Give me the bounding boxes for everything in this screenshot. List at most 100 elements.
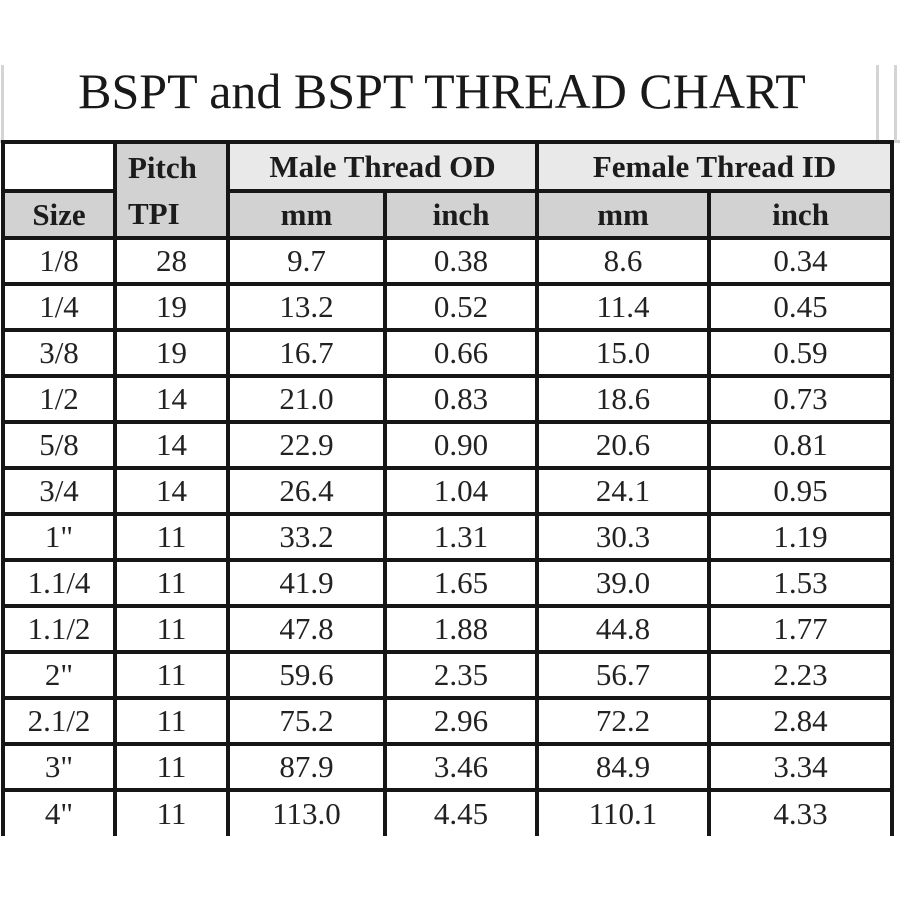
table-row: 2.1/2 11 75.2 2.96 72.2 2.84: [1, 696, 895, 746]
value-cell: 20.6: [535, 420, 712, 470]
value-cell: 3.46: [382, 742, 540, 792]
value-cell: 26.4: [226, 466, 387, 516]
value-cell: 4.45: [382, 788, 540, 836]
female-thread-id-header: Female Thread ID: [535, 139, 895, 194]
size-cell: 1/4: [1, 282, 117, 332]
size-cell: 2": [1, 650, 117, 700]
value-cell: 47.8: [226, 604, 387, 654]
table-row: 1.1/4 11 41.9 1.65 39.0 1.53: [1, 558, 895, 608]
value-cell: 13.2: [226, 282, 387, 332]
table-body: 1/8 28 9.7 0.38 8.6 0.34 1/4 19 13.2 0.52 11.4 0.45…: [1, 236, 895, 836]
value-cell: 9.7: [226, 236, 387, 286]
table-row: 1/2 14 21.0 0.83 18.6 0.73: [1, 374, 895, 424]
value-cell: 11: [113, 558, 230, 608]
value-cell: 3.34: [707, 742, 895, 792]
value-cell: 19: [113, 282, 230, 332]
value-cell: 14: [113, 374, 230, 424]
value-cell: 1.04: [382, 466, 540, 516]
value-cell: 59.6: [226, 650, 387, 700]
value-cell: 2.96: [382, 696, 540, 746]
value-cell: 18.6: [535, 374, 712, 424]
value-cell: 22.9: [226, 420, 387, 470]
value-cell: 4.33: [707, 788, 895, 836]
value-cell: 1.65: [382, 558, 540, 608]
value-cell: 24.1: [535, 466, 712, 516]
right-edge-rule-2: [894, 65, 897, 143]
corner-blank-cell: [1, 139, 117, 194]
value-cell: 56.7: [535, 650, 712, 700]
value-cell: 113.0: [226, 788, 387, 836]
value-cell: 16.7: [226, 328, 387, 378]
size-cell: 1/2: [1, 374, 117, 424]
value-cell: 0.83: [382, 374, 540, 424]
female-mm-header: mm: [535, 189, 712, 240]
right-edge-rule-1: [876, 65, 879, 143]
value-cell: 1.53: [707, 558, 895, 608]
value-cell: 0.45: [707, 282, 895, 332]
value-cell: 2.35: [382, 650, 540, 700]
value-cell: 8.6: [535, 236, 712, 286]
thread-chart-table: Pitch TPI Male Thread OD Female Thread I…: [1, 139, 895, 836]
table-row: 1.1/2 11 47.8 1.88 44.8 1.77: [1, 604, 895, 654]
value-cell: 0.34: [707, 236, 895, 286]
value-cell: 33.2: [226, 512, 387, 562]
value-cell: 11: [113, 742, 230, 792]
size-cell: 3/8: [1, 328, 117, 378]
table-row: 3" 11 87.9 3.46 84.9 3.34: [1, 742, 895, 792]
male-mm-header: mm: [226, 189, 387, 240]
value-cell: 1.88: [382, 604, 540, 654]
value-cell: 0.59: [707, 328, 895, 378]
table-row: 4" 11 113.0 4.45 110.1 4.33: [1, 788, 895, 836]
size-cell: 1": [1, 512, 117, 562]
value-cell: 11: [113, 788, 230, 836]
size-cell: 4": [1, 788, 117, 836]
table-row: 1/4 19 13.2 0.52 11.4 0.45: [1, 282, 895, 332]
value-cell: 72.2: [535, 696, 712, 746]
pitch-tpi-header-cell: Pitch TPI: [113, 140, 230, 240]
value-cell: 1.19: [707, 512, 895, 562]
header-row-groups: Pitch TPI Male Thread OD Female Thread I…: [1, 139, 895, 240]
value-cell: 2.84: [707, 696, 895, 746]
table-row: 5/8 14 22.9 0.90 20.6 0.81: [1, 420, 895, 470]
value-cell: 30.3: [535, 512, 712, 562]
table-row: 1/8 28 9.7 0.38 8.6 0.34: [1, 236, 895, 286]
value-cell: 11: [113, 604, 230, 654]
value-cell: 11: [113, 696, 230, 746]
table-row: 3/8 19 16.7 0.66 15.0 0.59: [1, 328, 895, 378]
size-cell: 1.1/2: [1, 604, 117, 654]
pitch-header-label: Pitch: [128, 149, 197, 185]
value-cell: 1.31: [382, 512, 540, 562]
value-cell: 2.23: [707, 650, 895, 700]
value-cell: 11: [113, 650, 230, 700]
value-cell: 110.1: [535, 788, 712, 836]
size-cell: 3": [1, 742, 117, 792]
value-cell: 0.73: [707, 374, 895, 424]
table-row: 3/4 14 26.4 1.04 24.1 0.95: [1, 466, 895, 516]
table-row: 1" 11 33.2 1.31 30.3 1.19: [1, 512, 895, 562]
value-cell: 11.4: [535, 282, 712, 332]
value-cell: 0.38: [382, 236, 540, 286]
value-cell: 75.2: [226, 696, 387, 746]
value-cell: 84.9: [535, 742, 712, 792]
value-cell: 1.77: [707, 604, 895, 654]
chart-title: BSPT and BSPT THREAD CHART: [78, 63, 806, 119]
value-cell: 44.8: [535, 604, 712, 654]
value-cell: 0.90: [382, 420, 540, 470]
value-cell: 15.0: [535, 328, 712, 378]
size-cell: 3/4: [1, 466, 117, 516]
table-header: Pitch TPI Male Thread OD Female Thread I…: [1, 139, 895, 240]
value-cell: 19: [113, 328, 230, 378]
table-row: 2" 11 59.6 2.35 56.7 2.23: [1, 650, 895, 700]
tpi-header-label: TPI: [128, 195, 180, 231]
value-cell: 87.9: [226, 742, 387, 792]
size-cell: 1.1/4: [1, 558, 117, 608]
value-cell: 41.9: [226, 558, 387, 608]
size-cell: 2.1/2: [1, 696, 117, 746]
value-cell: 0.95: [707, 466, 895, 516]
value-cell: 28: [113, 236, 230, 286]
value-cell: 0.81: [707, 420, 895, 470]
value-cell: 14: [113, 466, 230, 516]
male-thread-od-header: Male Thread OD: [225, 139, 540, 194]
size-cell: 5/8: [1, 420, 117, 470]
